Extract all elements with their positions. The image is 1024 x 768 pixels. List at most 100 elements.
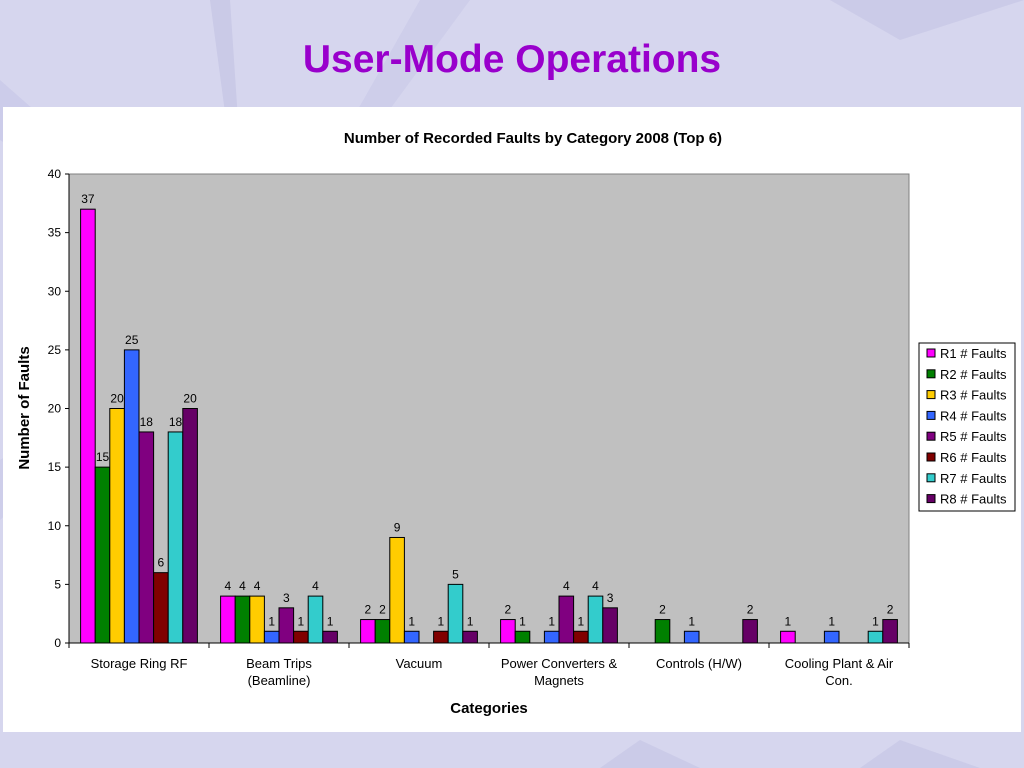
bar	[249, 595, 265, 644]
bar-data-label: 2	[887, 603, 894, 617]
legend-swatch	[926, 410, 936, 420]
bar-data-label: 1	[467, 614, 474, 628]
bar	[573, 630, 589, 644]
bar-data-label: 2	[659, 603, 666, 617]
legend-swatch	[926, 431, 936, 441]
x-tick-label-line: Magnets	[534, 673, 584, 688]
legend-swatch	[926, 494, 936, 504]
bar-data-label: 20	[110, 392, 124, 406]
bar-data-label: 20	[183, 392, 197, 406]
legend-entry: R2 # Faults	[940, 367, 1007, 382]
bar-data-label: 2	[379, 603, 386, 617]
y-axis: 0 5 10 15 20 25 30 35 40	[48, 167, 70, 650]
bar-data-label: 4	[592, 579, 599, 593]
bar-data-label: 4	[254, 579, 261, 593]
bar-data-label: 4	[563, 579, 570, 593]
bar	[514, 630, 531, 644]
x-tick-label-line: Beam Trips	[246, 656, 312, 671]
y-tick-label: 30	[48, 284, 62, 298]
legend-entry: R4 # Faults	[940, 408, 1007, 423]
bar	[867, 630, 884, 644]
y-tick-label: 25	[48, 343, 62, 357]
bar-data-label: 18	[140, 415, 154, 429]
bar	[293, 630, 309, 644]
bar-data-label: 1	[298, 614, 305, 628]
legend-swatch	[926, 473, 936, 483]
y-tick-label: 5	[54, 577, 61, 591]
x-tick-label-line: Vacuum	[396, 656, 443, 671]
x-tick-label-line: (Beamline)	[248, 673, 311, 688]
bar	[654, 619, 671, 644]
legend-swatch	[926, 369, 936, 379]
bar-data-label: 2	[505, 603, 512, 617]
bar-data-label: 15	[96, 450, 110, 464]
bar	[447, 583, 464, 644]
bar	[558, 595, 575, 644]
x-tick-label: Beam Trips (Beamline)	[246, 656, 312, 688]
bar-data-label: 3	[283, 591, 290, 605]
legend-entry: R6 # Faults	[940, 450, 1007, 465]
bar-data-label: 1	[548, 614, 555, 628]
y-tick-label: 0	[54, 636, 61, 650]
bar-data-label: 1	[578, 614, 585, 628]
legend-swatch	[926, 452, 936, 462]
y-axis-label: Number of Faults	[16, 346, 33, 469]
bar	[138, 431, 155, 644]
bar-data-label: 1	[872, 614, 879, 628]
bar	[780, 630, 796, 644]
slide-title: User-Mode Operations	[302, 38, 722, 81]
bar-data-label: 1	[519, 614, 526, 628]
legend-entry: R5 # Faults	[940, 429, 1007, 444]
legend-entry: R3 # Faults	[940, 388, 1007, 403]
bar-data-label: 1	[327, 614, 334, 628]
plot-area	[68, 173, 910, 644]
y-tick-label: 10	[48, 519, 62, 533]
legend-entry: R7 # Faults	[940, 471, 1007, 486]
x-tick-label: Controls (H/W)	[656, 656, 742, 671]
bar	[278, 607, 295, 644]
x-tick-label-line: Con.	[825, 673, 852, 688]
bar	[462, 630, 478, 644]
bar-data-label: 1	[785, 614, 792, 628]
bar	[182, 408, 198, 644]
bar	[167, 431, 184, 644]
x-tick-label-line: Power Converters &	[501, 656, 618, 671]
x-tick-label: Vacuum	[396, 656, 443, 671]
bar	[543, 630, 560, 644]
x-axis: Storage Ring RF Beam Trips (Beamline) Vacuu…	[68, 642, 910, 688]
bar-data-label: 1	[408, 614, 415, 628]
bar	[742, 619, 758, 644]
bar	[389, 536, 405, 644]
bar-chart: Number of Recorded Faults by Category 20…	[16, 130, 1016, 717]
x-tick-label-line: Cooling Plant & Air	[785, 656, 894, 671]
bar	[94, 466, 111, 644]
bar-data-label: 25	[125, 333, 139, 347]
bar	[360, 619, 376, 644]
x-tick-label: Power Converters & Magnets	[501, 656, 618, 688]
bar-data-label: 6	[158, 556, 165, 570]
bar	[307, 595, 324, 644]
bar	[882, 619, 898, 644]
bar-data-label: 1	[688, 614, 695, 628]
bar	[80, 208, 96, 644]
bar-data-label: 37	[81, 192, 95, 206]
x-tick-label: Storage Ring RF	[91, 656, 188, 671]
bar	[823, 630, 840, 644]
bar-data-label: 9	[394, 520, 401, 534]
legend-swatch	[926, 390, 936, 400]
bar	[123, 349, 140, 644]
bar-data-label: 2	[747, 603, 754, 617]
bar	[587, 595, 604, 644]
x-tick-label-line: Storage Ring RF	[91, 656, 188, 671]
bar-data-label: 1	[828, 614, 835, 628]
x-axis-label: Categories	[450, 700, 528, 717]
legend-entry: R1 # Faults	[940, 346, 1007, 361]
x-tick-label: Cooling Plant & Air Con.	[785, 656, 894, 688]
bar-data-label: 5	[452, 567, 459, 581]
bar	[403, 630, 420, 644]
bar	[500, 619, 516, 644]
bar	[220, 595, 236, 644]
y-tick-label: 35	[48, 226, 62, 240]
y-tick-label: 15	[48, 460, 62, 474]
y-tick-label: 20	[48, 402, 62, 416]
